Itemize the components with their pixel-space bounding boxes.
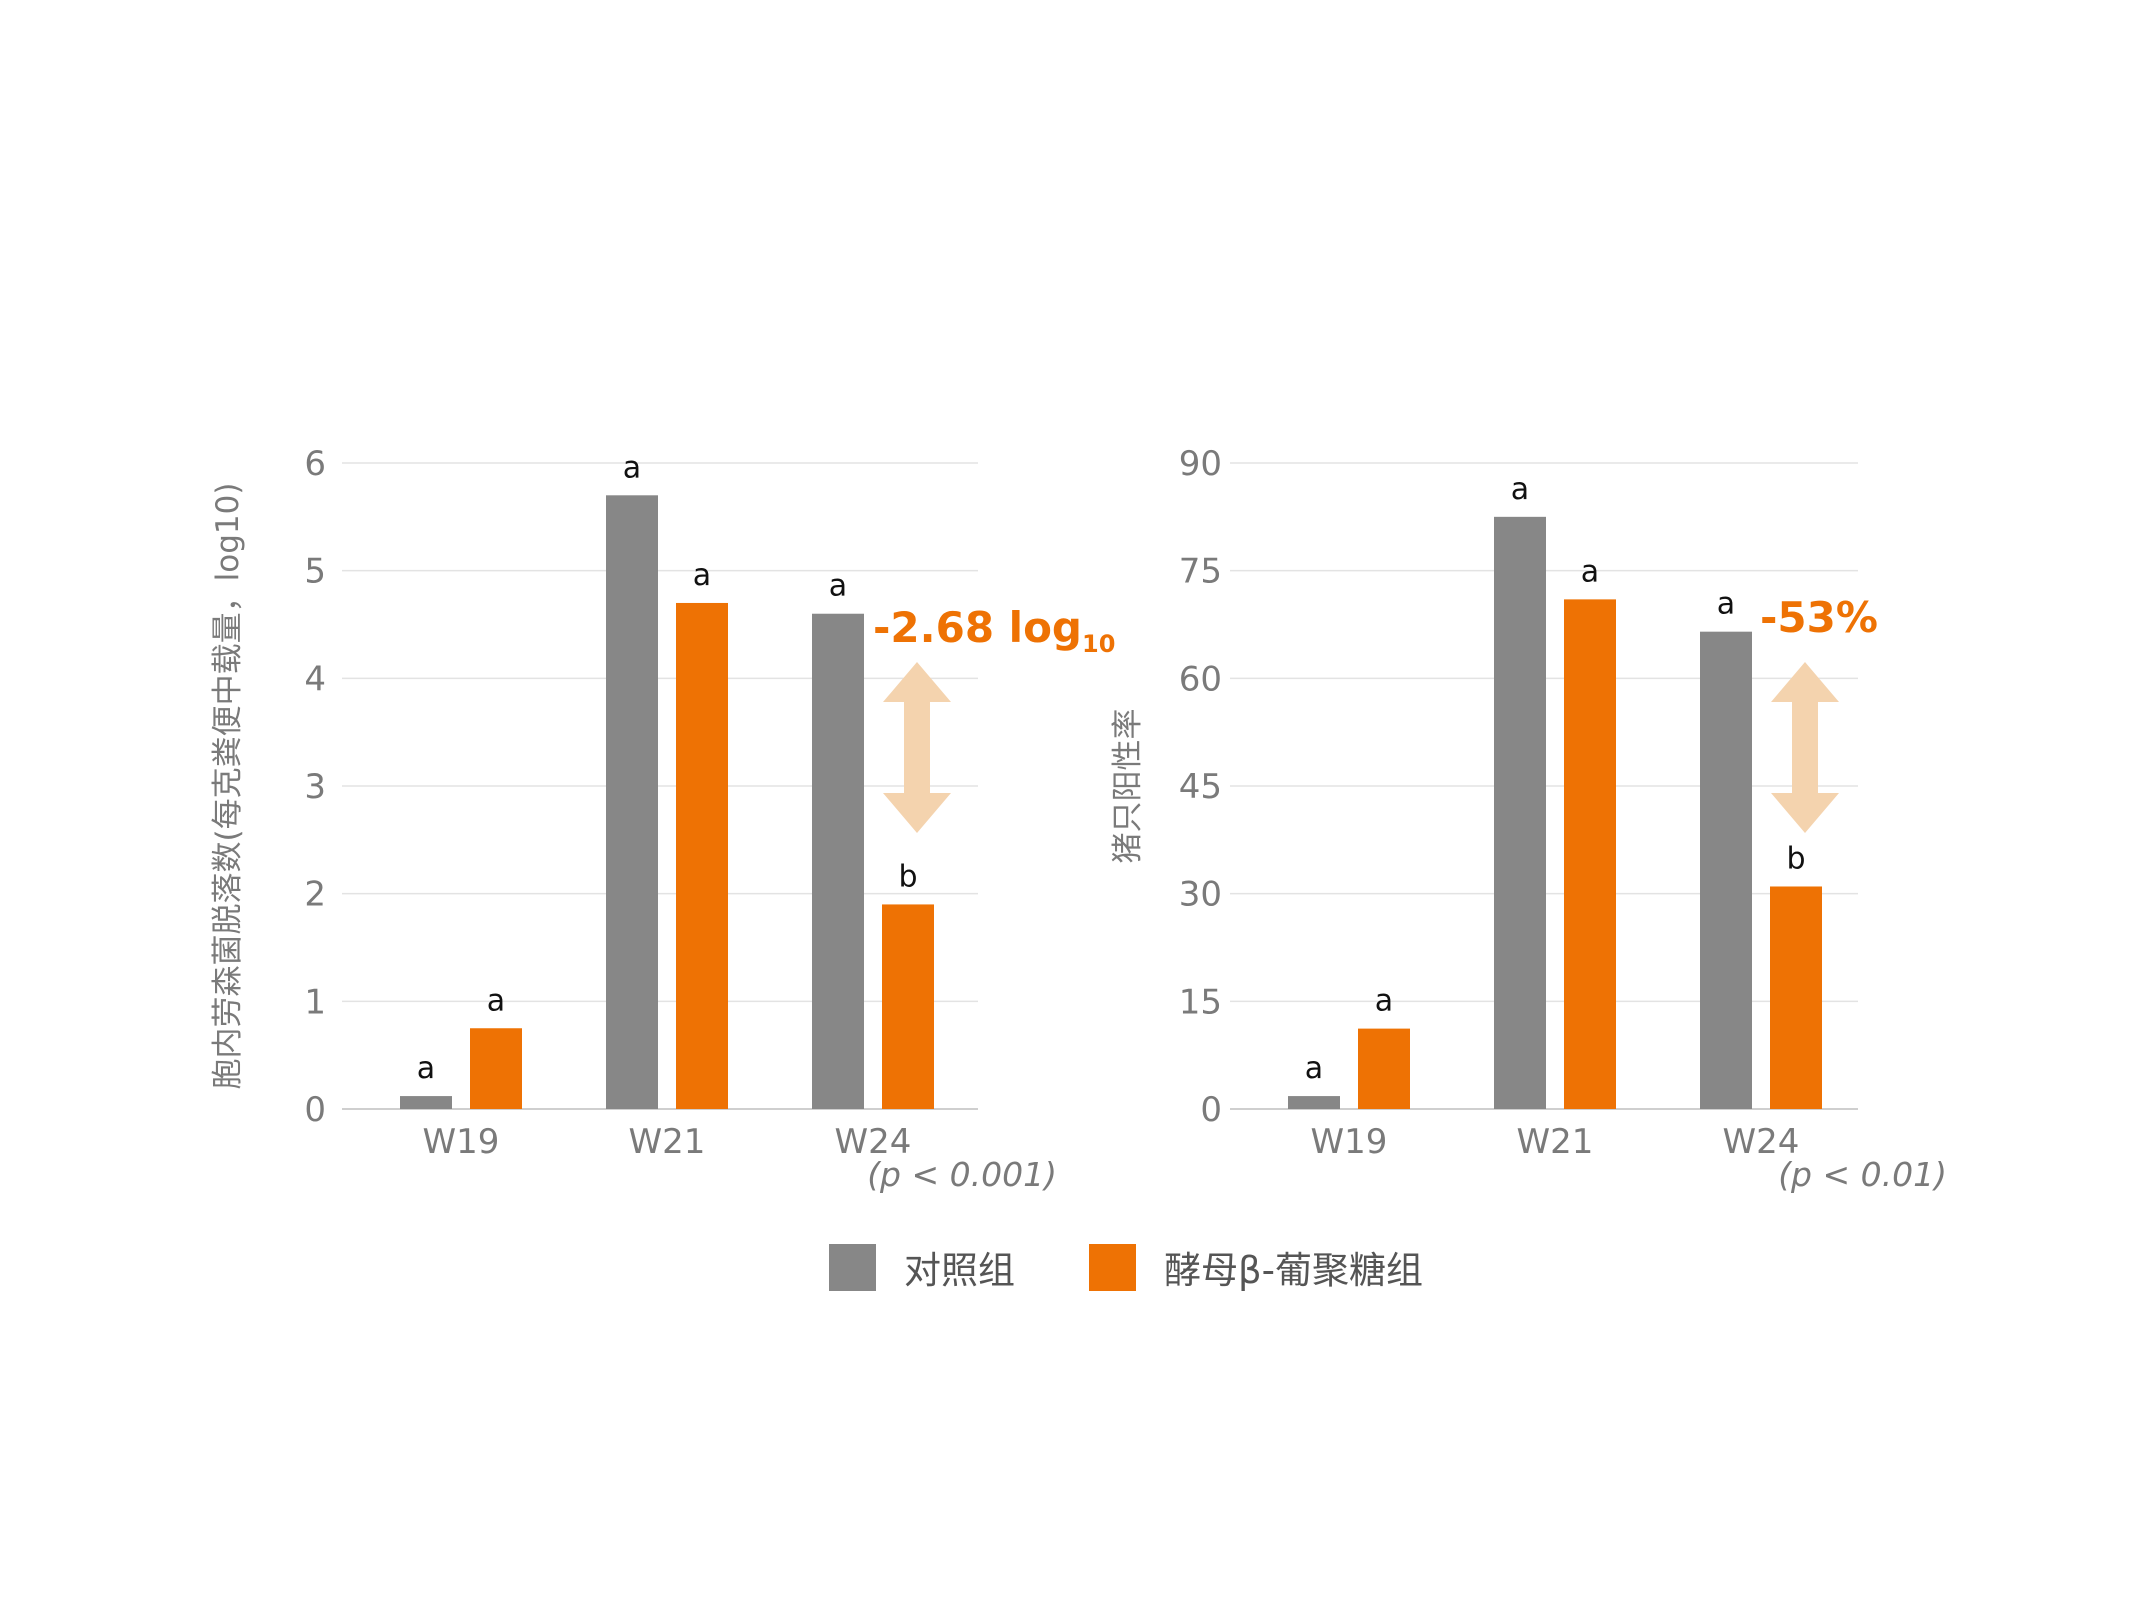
y-tick-label: 0 (304, 1090, 326, 1130)
bar-treatment-w24 (1770, 886, 1822, 1109)
significance-letter: b (1786, 841, 1805, 876)
bar-control-w21 (1494, 516, 1546, 1109)
y-tick-label: 1 (304, 982, 326, 1022)
bar-control-w19 (1288, 1096, 1340, 1109)
y-tick-label: 3 (304, 767, 326, 807)
reduction-annotation: -53% (1760, 593, 1878, 642)
legend-swatch-control (829, 1243, 876, 1291)
legend-item-control: 对照组 (829, 1240, 1015, 1294)
y-axis-title: 胞内劳森菌脱落数(每克粪便中载量，log10) (210, 483, 246, 1090)
bar-treatment-w19 (1358, 1028, 1410, 1109)
legend-swatch-treatment (1089, 1243, 1136, 1291)
bar-control-w19 (400, 1096, 452, 1109)
y-tick-label: 6 (304, 444, 326, 484)
significance-letter: a (1375, 984, 1393, 1019)
bar-treatment-w19 (470, 1028, 522, 1109)
reduction-annotation-value: -53% (1760, 593, 1878, 642)
bar-control-w24 (812, 613, 864, 1109)
p-value-label: (p < 0.01) (1778, 1155, 1947, 1194)
bar-control-w24 (1700, 631, 1752, 1109)
significance-letter: a (1305, 1051, 1323, 1086)
significance-letter: a (829, 569, 847, 604)
significance-letter: a (693, 558, 711, 593)
x-category-label: W24 (1723, 1122, 1800, 1162)
legend-label-control: 对照组 (904, 1249, 1015, 1292)
y-tick-label: 75 (1179, 552, 1222, 592)
reduction-annotation: -2.68 log10 (873, 603, 1115, 658)
bar-treatment-w21 (676, 602, 728, 1109)
x-category-label: W21 (1517, 1122, 1594, 1162)
double-arrow-icon (1771, 662, 1839, 833)
bar-treatment-w21 (1564, 599, 1616, 1109)
significance-letter: a (1581, 554, 1599, 589)
y-tick-label: 60 (1179, 659, 1222, 699)
legend-item-treatment: 酵母β-葡聚糖组 (1089, 1240, 1423, 1294)
bar-treatment-w24 (882, 904, 934, 1109)
significance-letter: b (898, 859, 917, 894)
significance-letter: a (1511, 472, 1529, 507)
x-category-label: W19 (423, 1122, 500, 1162)
y-axis-title: 猪只阳性率 (1110, 709, 1146, 864)
y-tick-label: 5 (304, 552, 326, 592)
reduction-annotation-value: -2.68 log (873, 603, 1082, 652)
y-tick-label: 90 (1179, 444, 1222, 484)
legend-label-treatment: 酵母β-葡聚糖组 (1164, 1249, 1423, 1292)
p-value-label: (p < 0.001) (867, 1155, 1057, 1194)
y-tick-label: 2 (304, 875, 326, 915)
x-category-label: W24 (835, 1122, 912, 1162)
significance-letter: a (417, 1051, 435, 1086)
bar-control-w21 (606, 495, 658, 1109)
y-tick-label: 45 (1179, 767, 1222, 807)
significance-letter: a (487, 983, 505, 1018)
x-category-label: W19 (1311, 1122, 1388, 1162)
significance-letter: a (1717, 587, 1735, 622)
x-category-label: W21 (629, 1122, 706, 1162)
y-tick-label: 15 (1179, 982, 1222, 1022)
significance-letter: a (623, 450, 641, 485)
y-tick-label: 4 (304, 659, 326, 699)
double-arrow-icon (883, 662, 951, 833)
y-tick-label: 30 (1179, 875, 1222, 915)
legend: 对照组 酵母β-葡聚糖组 (829, 1240, 1497, 1294)
y-tick-label: 0 (1200, 1090, 1222, 1130)
reduction-annotation-subscript: 10 (1082, 630, 1115, 658)
